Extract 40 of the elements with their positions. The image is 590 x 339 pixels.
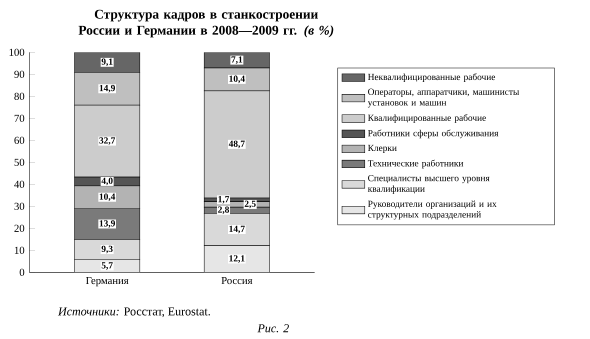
- y-tick-label: 90: [14, 70, 24, 78]
- y-tick-label: 10: [14, 246, 24, 254]
- data-label: 7,1: [232, 56, 242, 64]
- data-label: 10,4: [100, 193, 116, 202]
- data-label: 12,1: [229, 255, 245, 263]
- data-label: 48,7: [228, 140, 245, 148]
- data-label: 32,7: [99, 137, 116, 145]
- legend-label: Клерки: [368, 144, 397, 153]
- data-label: 4,0: [101, 178, 113, 186]
- chart-title: Структура кадров в станкостроении России и Германии в 2008—2009 гг. (в %): [78, 10, 334, 38]
- y-tick-label: 60: [14, 136, 24, 144]
- data-label: 2,5: [244, 200, 256, 208]
- data-label: 14,9: [100, 84, 115, 93]
- y-tick-label: 70: [14, 114, 24, 122]
- legend-label: Специалисты высшего уровня квалификации: [368, 174, 490, 194]
- y-tick-label: 50: [14, 158, 24, 166]
- x-tick-label: Германия: [86, 277, 128, 286]
- legend-label: Неквалифицированные рабочие: [368, 73, 496, 82]
- text: Источники: Росстат, Eurostat.: [58, 307, 210, 318]
- data-label: 13,9: [100, 220, 115, 228]
- y-tick-label: 100: [10, 48, 24, 56]
- data-label: 1,7: [218, 196, 230, 204]
- y-tick-label: 30: [14, 202, 24, 210]
- legend-label: Работники сферы обслуживания: [368, 130, 498, 138]
- legend-label: Руководители организаций и их структурных подразделений: [368, 200, 497, 220]
- legend-label: Операторы, аппаратчики, машинисты установок и машин: [368, 88, 520, 108]
- text: Рис. 2: [257, 324, 289, 332]
- y-tick-label: 20: [14, 224, 24, 232]
- data-label: 5,7: [102, 262, 113, 270]
- data-label: 9,1: [102, 58, 113, 66]
- legend-label: Технические работники: [368, 160, 464, 168]
- data-label: 10,4: [229, 76, 245, 84]
- x-tick-label: Россия: [221, 277, 252, 284]
- data-label: 14,7: [229, 226, 245, 234]
- legend-label: Квалифицированные рабочие: [368, 114, 486, 123]
- y-tick-label: 0: [20, 268, 24, 276]
- y-tick-label: 80: [14, 92, 24, 100]
- data-label: 9,3: [102, 246, 113, 254]
- y-tick-label: 40: [14, 180, 24, 188]
- data-label: 2,8: [218, 206, 230, 214]
